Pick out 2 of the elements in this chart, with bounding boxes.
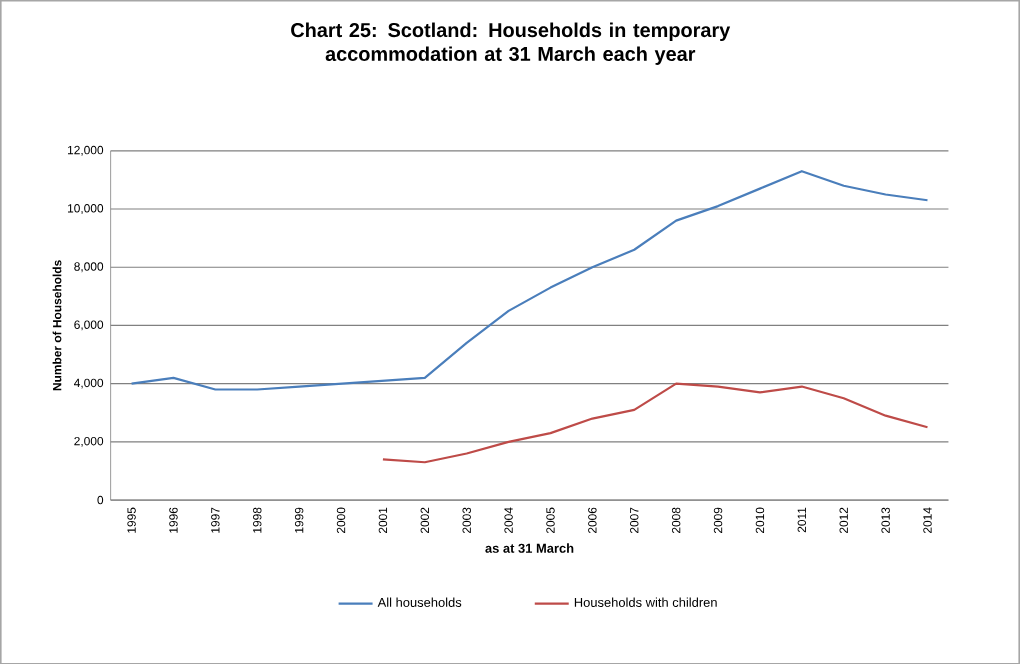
chart-title: Chart 25: Scotland: Households in temporary accommodation at 31 March each year [291, 22, 731, 65]
line-series [381, 382, 929, 464]
